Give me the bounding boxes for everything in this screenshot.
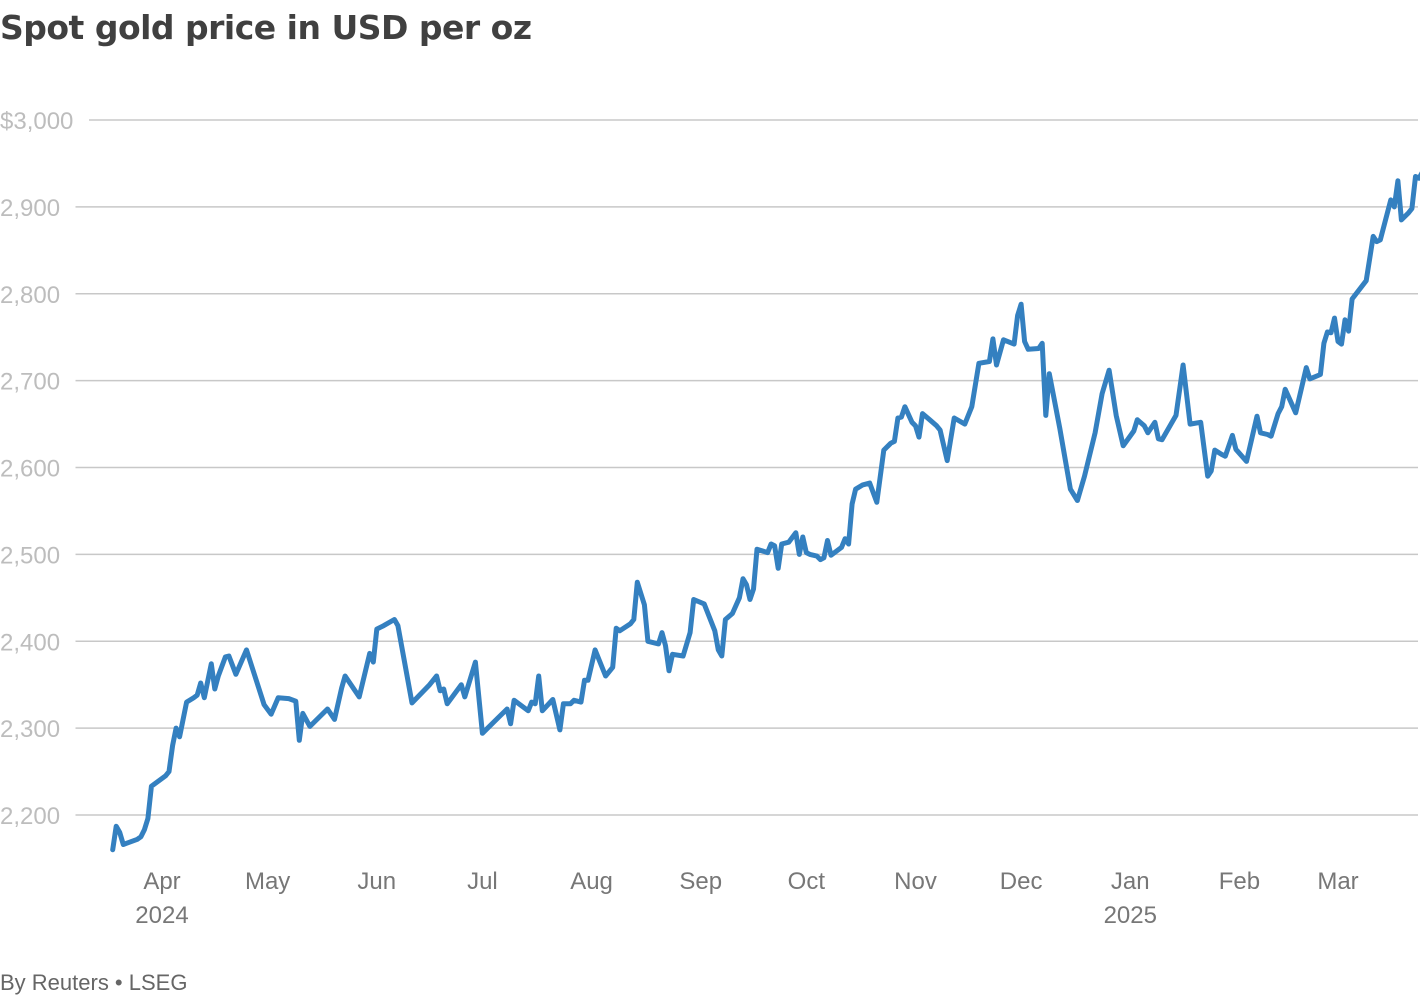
- y-tick-label: 2,500: [0, 542, 60, 569]
- x-tick-label: Jun: [357, 868, 396, 895]
- y-tick-label: $3,000: [0, 108, 73, 135]
- x-tick-year-label: 2025: [1104, 902, 1157, 929]
- x-tick-label: Nov: [894, 868, 937, 895]
- y-tick-label: 2,700: [0, 369, 60, 396]
- x-tick-label: Aug: [570, 868, 613, 895]
- x-tick-label: Feb: [1219, 868, 1260, 895]
- chart-title: Spot gold price in USD per oz: [0, 8, 532, 47]
- y-axis-labels: 2,200 2,300 2,400 2,500 2,600 2,700 2,800 2,900…: [0, 108, 73, 830]
- y-tick-label: 2,400: [0, 629, 60, 656]
- y-tick-label: 2,600: [0, 456, 60, 483]
- x-tick-label: Sep: [679, 868, 722, 895]
- series-line: [110, 171, 1420, 853]
- source-credit: By Reuters • LSEG: [0, 970, 188, 995]
- x-tick-label: Jul: [467, 868, 498, 895]
- grid-layer: [75, 119, 1418, 816]
- x-tick-label: Mar: [1317, 868, 1358, 895]
- x-tick-label: Dec: [1000, 868, 1043, 895]
- x-tick-label: Oct: [788, 868, 826, 895]
- x-tick-label: Jan: [1111, 868, 1150, 895]
- x-axis-labels: Apr 2024 May Jun Jul Aug Sep Oct Nov Dec Jan 2025 Fe…: [135, 868, 1358, 929]
- y-tick-label: 2,200: [0, 803, 60, 830]
- x-tick-label: Apr: [143, 868, 180, 895]
- y-tick-label: 2,900: [0, 195, 60, 222]
- x-tick-label: May: [245, 868, 290, 895]
- y-tick-label: 2,800: [0, 282, 60, 309]
- y-tick-label: 2,300: [0, 716, 60, 743]
- x-tick-year-label: 2024: [135, 902, 188, 929]
- series-layer: [110, 171, 1420, 853]
